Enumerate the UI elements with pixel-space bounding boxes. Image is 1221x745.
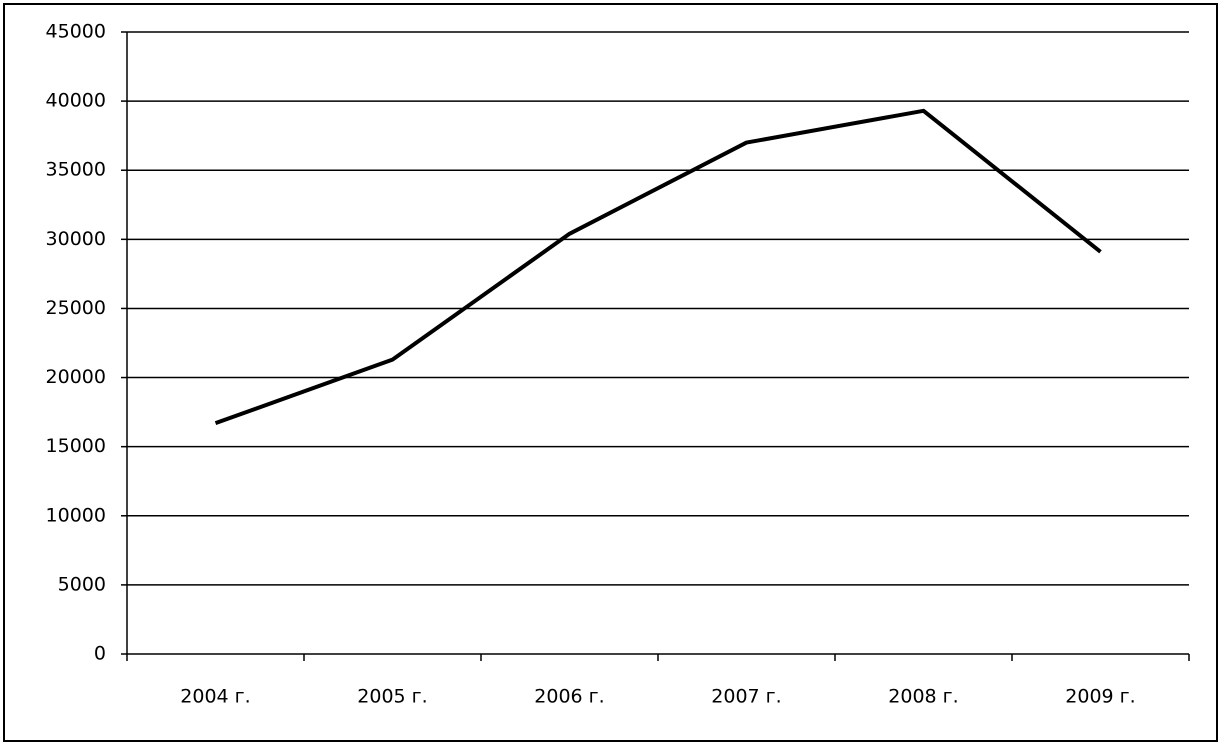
x-tick-label: 2007 г. [711, 686, 781, 708]
x-tick-label: 2006 г. [534, 686, 604, 708]
y-tick-label: 20000 [46, 366, 106, 388]
y-tick-label: 5000 [58, 573, 106, 595]
y-tick-label: 0 [94, 643, 106, 665]
y-tick-label: 30000 [46, 228, 106, 250]
y-tick-label: 45000 [46, 21, 106, 43]
x-tick-label: 2009 г. [1065, 686, 1135, 708]
chart-frame [3, 3, 1218, 742]
y-tick-label: 40000 [46, 90, 106, 112]
y-tick-label: 10000 [46, 504, 106, 526]
y-tick-label: 25000 [46, 297, 106, 319]
x-tick-label: 2008 г. [888, 686, 958, 708]
x-tick-label: 2005 г. [357, 686, 427, 708]
y-tick-label: 15000 [46, 435, 106, 457]
x-tick-label: 2004 г. [180, 686, 250, 708]
y-tick-label: 35000 [46, 159, 106, 181]
line-series [214, 108, 1102, 426]
